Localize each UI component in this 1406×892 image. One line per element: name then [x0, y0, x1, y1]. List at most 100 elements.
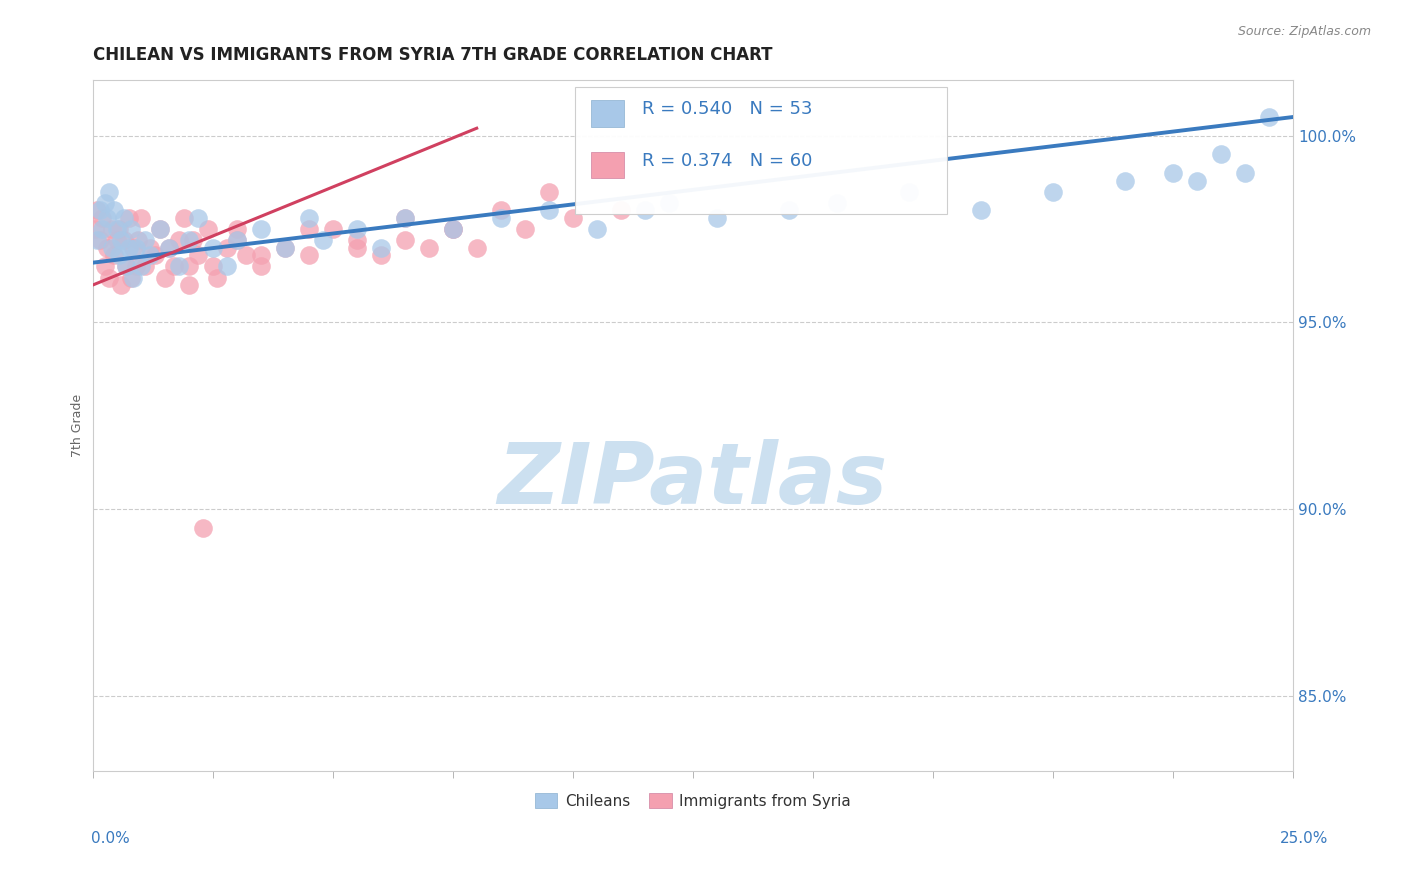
Point [298, 222, 321, 236]
Point [167, 260, 190, 274]
Point [139, 241, 162, 255]
Point [103, 248, 125, 262]
Point [346, 233, 368, 247]
Text: ZIPatlas: ZIPatlas [498, 439, 889, 522]
Point [249, 260, 271, 274]
Point [1258, 110, 1281, 124]
FancyBboxPatch shape [575, 87, 948, 214]
Point [298, 211, 321, 225]
Text: 25.0%: 25.0% [1281, 831, 1329, 846]
Point [173, 211, 195, 225]
Point [312, 233, 335, 247]
Point [143, 248, 166, 262]
Point [778, 203, 800, 218]
Point [125, 241, 148, 255]
Point [86, 203, 108, 218]
Point [112, 233, 135, 247]
Point [225, 233, 247, 247]
Text: 0.0%: 0.0% [91, 831, 131, 846]
Point [201, 260, 224, 274]
Point [298, 248, 321, 262]
Point [322, 222, 344, 236]
Point [825, 195, 848, 210]
Point [610, 203, 633, 218]
Point [110, 233, 132, 247]
Point [98, 270, 121, 285]
Point [370, 241, 392, 255]
Point [98, 185, 121, 199]
Point [1233, 166, 1256, 180]
Point [105, 233, 128, 247]
Point [157, 241, 180, 255]
Point [91, 222, 114, 236]
Point [115, 260, 138, 274]
Text: CHILEAN VS IMMIGRANTS FROM SYRIA 7TH GRADE CORRELATION CHART: CHILEAN VS IMMIGRANTS FROM SYRIA 7TH GRA… [93, 46, 772, 64]
Point [418, 241, 440, 255]
Point [215, 241, 238, 255]
Point [1161, 166, 1184, 180]
Point [249, 248, 271, 262]
Point [117, 241, 139, 255]
Point [441, 222, 464, 236]
Point [177, 278, 200, 293]
Point [89, 233, 111, 247]
Point [149, 222, 172, 236]
Point [108, 248, 131, 262]
Point [1042, 185, 1064, 199]
Point [489, 203, 512, 218]
Point [134, 260, 156, 274]
Point [93, 260, 115, 274]
Point [394, 211, 416, 225]
Point [249, 222, 271, 236]
FancyBboxPatch shape [591, 153, 624, 178]
Y-axis label: 7th Grade: 7th Grade [72, 393, 84, 457]
Point [561, 211, 583, 225]
Point [84, 222, 107, 236]
Point [585, 222, 607, 236]
Text: R = 0.540   N = 53: R = 0.540 N = 53 [643, 101, 813, 119]
Point [110, 278, 132, 293]
Point [207, 270, 229, 285]
Point [134, 233, 156, 247]
Point [441, 222, 464, 236]
Point [235, 248, 257, 262]
Point [346, 241, 368, 255]
Point [91, 211, 114, 225]
Point [120, 270, 142, 285]
Point [465, 241, 488, 255]
Point [970, 203, 993, 218]
Point [201, 241, 224, 255]
Point [1185, 173, 1208, 187]
Point [489, 211, 512, 225]
Point [1209, 147, 1232, 161]
FancyBboxPatch shape [591, 101, 624, 127]
Point [96, 241, 118, 255]
Point [112, 211, 135, 225]
Point [187, 248, 209, 262]
Point [177, 233, 200, 247]
Point [658, 195, 681, 210]
Point [127, 233, 149, 247]
Point [129, 211, 152, 225]
Point [634, 203, 657, 218]
Point [537, 203, 560, 218]
Point [129, 260, 152, 274]
Point [273, 241, 295, 255]
Point [183, 233, 205, 247]
Point [101, 222, 124, 236]
Point [346, 222, 368, 236]
Point [108, 222, 131, 236]
Point [177, 260, 200, 274]
Point [122, 241, 145, 255]
Point [149, 222, 172, 236]
Point [215, 260, 238, 274]
Text: R = 0.374   N = 60: R = 0.374 N = 60 [643, 153, 813, 170]
Point [86, 233, 108, 247]
Point [139, 248, 162, 262]
Point [117, 211, 139, 225]
Point [197, 222, 219, 236]
Point [370, 248, 392, 262]
Point [706, 211, 728, 225]
Point [125, 260, 148, 274]
Point [96, 211, 118, 225]
